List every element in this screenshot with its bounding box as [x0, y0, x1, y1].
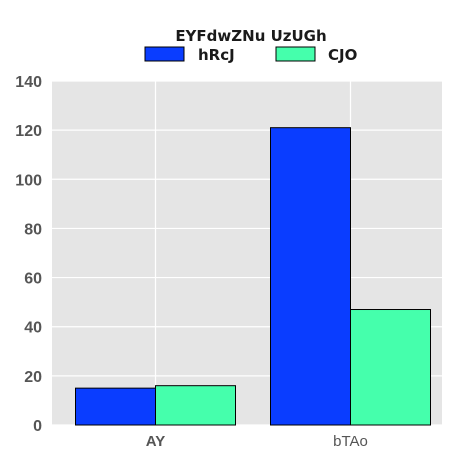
- y-axis-ticks: 0 20 40 60 80 100 120 140: [15, 74, 42, 435]
- y-tick-label-6: 120: [15, 123, 42, 140]
- x-tick-label-1: bTAo: [333, 433, 368, 450]
- x-axis-ticks: AY bTAo: [146, 433, 368, 450]
- bar-series-1-cat-1: [350, 309, 431, 426]
- y-tick-label-1: 20: [24, 369, 42, 386]
- y-tick-label-2: 40: [24, 320, 42, 337]
- y-tick-label-7: 140: [15, 74, 42, 91]
- bar-series-1-cat-0: [155, 385, 236, 426]
- x-tick-label-0: AY: [146, 433, 165, 450]
- legend-swatch-cjo: [275, 46, 316, 62]
- bars: [75, 127, 431, 426]
- y-tick-label-4: 80: [24, 221, 42, 238]
- bar-series-0-cat-0: [75, 387, 156, 426]
- chart-title: EYFdwZNu UzUGh: [175, 27, 326, 45]
- bar-series-0-cat-1: [270, 127, 351, 426]
- y-tick-label-0: 0: [33, 418, 42, 435]
- legend: hRcJ CJO: [144, 46, 357, 64]
- legend-label-hrcj: hRcJ: [198, 46, 235, 64]
- y-tick-label-3: 60: [24, 271, 42, 288]
- legend-label-cjo: CJO: [328, 46, 357, 64]
- y-tick-label-5: 100: [15, 172, 42, 189]
- legend-swatch-hrcj: [144, 46, 185, 62]
